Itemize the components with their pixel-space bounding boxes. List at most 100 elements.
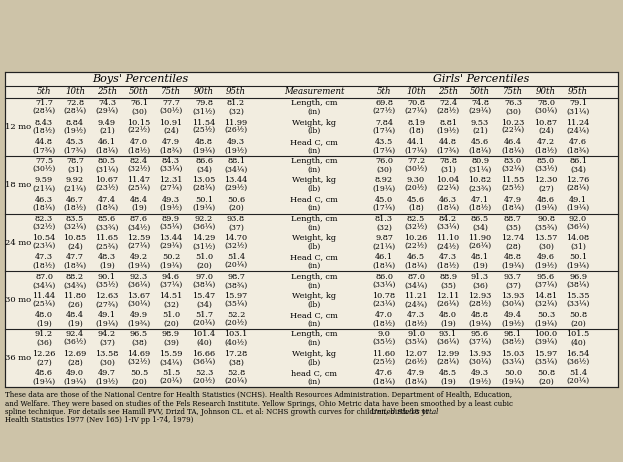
Text: 86.6: 86.6 — [195, 157, 213, 165]
Text: (34): (34) — [472, 224, 488, 231]
Text: (30): (30) — [131, 108, 147, 116]
Text: (18½): (18½) — [32, 127, 55, 135]
Text: (17¾): (17¾) — [32, 146, 55, 154]
Text: 72.8: 72.8 — [66, 99, 84, 107]
FancyBboxPatch shape — [5, 72, 618, 387]
Text: (35¼): (35¼) — [159, 224, 183, 231]
Text: 76.1: 76.1 — [130, 99, 148, 107]
Text: 12.76: 12.76 — [566, 176, 589, 184]
Text: (26¼): (26¼) — [468, 243, 492, 251]
Text: 88.7: 88.7 — [504, 215, 522, 223]
Text: (17¼): (17¼) — [404, 146, 427, 154]
Text: 8.81: 8.81 — [439, 119, 457, 127]
Text: 47.9: 47.9 — [504, 195, 522, 204]
Text: 30 mo: 30 mo — [5, 296, 31, 304]
Text: 78.0: 78.0 — [537, 99, 555, 107]
Text: 5th: 5th — [377, 87, 391, 97]
Text: 15.35: 15.35 — [566, 292, 590, 300]
Text: (19¾): (19¾) — [128, 320, 151, 328]
Text: 47.1: 47.1 — [471, 195, 489, 204]
Text: 86.5: 86.5 — [471, 215, 489, 223]
Text: 16.54: 16.54 — [566, 350, 589, 358]
Text: 11.99: 11.99 — [224, 119, 247, 127]
Text: (in): (in) — [307, 281, 321, 289]
Text: Length, cm: Length, cm — [291, 215, 337, 223]
Text: 83.5: 83.5 — [66, 215, 84, 223]
Text: 9.30: 9.30 — [407, 176, 425, 184]
Text: 51.0: 51.0 — [162, 311, 180, 319]
Text: (33¼): (33¼) — [159, 166, 183, 174]
Text: 51.4: 51.4 — [227, 254, 245, 261]
Text: (19¼): (19¼) — [193, 146, 216, 154]
Text: (21¼): (21¼) — [64, 185, 87, 193]
Text: (19½): (19½) — [437, 127, 460, 135]
Text: 70.8: 70.8 — [407, 99, 425, 107]
Text: (18¼): (18¼) — [32, 204, 55, 213]
Text: 47.3: 47.3 — [439, 254, 457, 261]
Text: 51.0: 51.0 — [195, 254, 213, 261]
Text: (20): (20) — [228, 204, 244, 213]
Text: 8.92: 8.92 — [375, 176, 393, 184]
Text: (40): (40) — [570, 339, 586, 347]
Text: 82.4: 82.4 — [130, 157, 148, 165]
Text: (36½): (36½) — [566, 359, 589, 366]
Text: 9.59: 9.59 — [35, 176, 53, 184]
Text: (39): (39) — [163, 339, 179, 347]
Text: (lb): (lb) — [307, 359, 321, 366]
Text: (in): (in) — [307, 262, 321, 270]
Text: 8.19: 8.19 — [407, 119, 425, 127]
Text: (32½): (32½) — [32, 224, 55, 231]
Text: (19½): (19½) — [95, 378, 118, 386]
Text: (18½): (18½) — [535, 146, 558, 154]
Text: 25th: 25th — [438, 87, 458, 97]
Text: These data are those of the National Centre for Health Statistics (NCHS). Health: These data are those of the National Cen… — [5, 391, 512, 399]
Text: 12.99: 12.99 — [436, 350, 460, 358]
Text: 11.54: 11.54 — [193, 119, 216, 127]
Text: (18½): (18½) — [404, 320, 427, 328]
Text: (40½): (40½) — [224, 339, 247, 347]
Text: 45.6: 45.6 — [471, 138, 489, 146]
Text: 13.44: 13.44 — [224, 176, 247, 184]
Text: (19¼): (19¼) — [535, 204, 558, 213]
Text: 49.2: 49.2 — [130, 254, 148, 261]
Text: 47.9: 47.9 — [407, 369, 425, 377]
Text: 13.93: 13.93 — [502, 292, 525, 300]
Text: (27¼): (27¼) — [159, 185, 183, 193]
Text: (28): (28) — [67, 359, 83, 366]
Text: (32½): (32½) — [127, 359, 151, 366]
Text: (17¾): (17¾) — [437, 146, 460, 154]
Text: 87.0: 87.0 — [407, 273, 425, 281]
Text: 88.2: 88.2 — [66, 273, 84, 281]
Text: 50.5: 50.5 — [130, 369, 148, 377]
Text: (20): (20) — [538, 378, 554, 386]
Text: (35): (35) — [440, 281, 456, 289]
Text: 50.0: 50.0 — [504, 369, 522, 377]
Text: 49.0: 49.0 — [66, 369, 84, 377]
Text: (19): (19) — [472, 262, 488, 270]
Text: (20): (20) — [163, 320, 179, 328]
Text: 10th: 10th — [406, 87, 426, 97]
Text: (32½): (32½) — [404, 224, 427, 231]
Text: Length, cm: Length, cm — [291, 157, 337, 165]
Text: (32¼): (32¼) — [535, 301, 558, 309]
Text: (lb): (lb) — [307, 185, 321, 193]
Text: 92.3: 92.3 — [130, 273, 148, 281]
Text: (35): (35) — [505, 224, 521, 231]
Text: (22½): (22½) — [128, 127, 151, 135]
Text: (32): (32) — [376, 224, 392, 231]
Text: 49.3: 49.3 — [227, 138, 245, 146]
Text: (28¼): (28¼) — [64, 108, 87, 116]
Text: 49.1: 49.1 — [569, 195, 587, 204]
Text: 12.31: 12.31 — [159, 176, 183, 184]
Text: 75th: 75th — [503, 87, 523, 97]
Text: 49.4: 49.4 — [504, 311, 522, 319]
Text: 17.28: 17.28 — [224, 350, 247, 358]
Text: 72.4: 72.4 — [439, 99, 457, 107]
Text: (35½): (35½) — [373, 339, 396, 347]
Text: (31¼): (31¼) — [468, 166, 492, 174]
Text: (37¼): (37¼) — [535, 281, 558, 289]
Text: 45.0: 45.0 — [375, 195, 393, 204]
Text: (25½): (25½) — [502, 185, 525, 193]
Text: 48.4: 48.4 — [66, 311, 84, 319]
Text: 9.92: 9.92 — [66, 176, 84, 184]
